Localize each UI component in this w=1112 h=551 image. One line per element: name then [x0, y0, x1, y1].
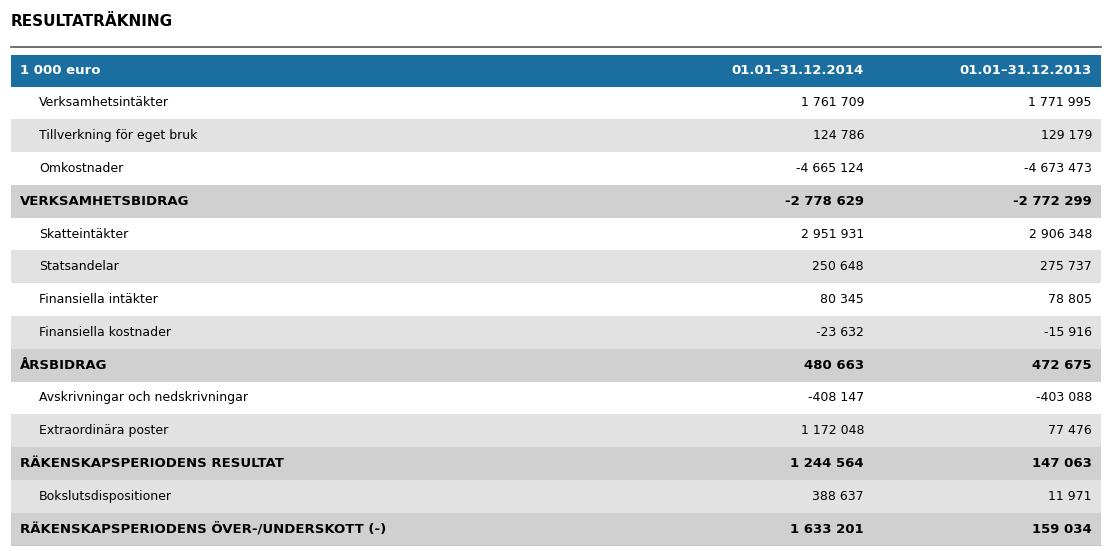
Text: 124 786: 124 786 — [813, 129, 864, 142]
Text: 275 737: 275 737 — [1040, 260, 1092, 273]
Text: 1 244 564: 1 244 564 — [791, 457, 864, 470]
Text: 1 000 euro: 1 000 euro — [20, 64, 100, 77]
FancyBboxPatch shape — [11, 218, 1101, 250]
Text: -23 632: -23 632 — [816, 326, 864, 339]
FancyBboxPatch shape — [11, 120, 1101, 152]
Text: 472 675: 472 675 — [1032, 359, 1092, 372]
Text: -4 673 473: -4 673 473 — [1024, 162, 1092, 175]
Text: Tillverkning för eget bruk: Tillverkning för eget bruk — [39, 129, 197, 142]
Text: 77 476: 77 476 — [1049, 424, 1092, 437]
FancyBboxPatch shape — [11, 55, 1101, 87]
Text: 01.01–31.12.2013: 01.01–31.12.2013 — [960, 64, 1092, 77]
FancyBboxPatch shape — [11, 185, 1101, 218]
Text: Skatteintäkter: Skatteintäkter — [39, 228, 128, 241]
Text: -403 088: -403 088 — [1035, 391, 1092, 404]
Text: RÄKENSKAPSPERIODENS ÖVER-/UNDERSKOTT (-): RÄKENSKAPSPERIODENS ÖVER-/UNDERSKOTT (-) — [20, 522, 386, 536]
FancyBboxPatch shape — [11, 152, 1101, 185]
Text: -2 778 629: -2 778 629 — [785, 195, 864, 208]
FancyBboxPatch shape — [11, 447, 1101, 480]
Text: 1 633 201: 1 633 201 — [791, 522, 864, 536]
Text: -408 147: -408 147 — [808, 391, 864, 404]
Text: ÅRSBIDRAG: ÅRSBIDRAG — [20, 359, 108, 372]
Text: Statsandelar: Statsandelar — [39, 260, 119, 273]
Text: Extraordinära poster: Extraordinära poster — [39, 424, 168, 437]
Text: Finansiella intäkter: Finansiella intäkter — [39, 293, 158, 306]
Text: 250 648: 250 648 — [813, 260, 864, 273]
Text: 1 172 048: 1 172 048 — [801, 424, 864, 437]
FancyBboxPatch shape — [11, 512, 1101, 545]
Text: -15 916: -15 916 — [1044, 326, 1092, 339]
Text: 129 179: 129 179 — [1041, 129, 1092, 142]
Text: 80 345: 80 345 — [821, 293, 864, 306]
FancyBboxPatch shape — [11, 349, 1101, 381]
Text: 159 034: 159 034 — [1032, 522, 1092, 536]
Text: 2 951 931: 2 951 931 — [801, 228, 864, 241]
Text: 480 663: 480 663 — [804, 359, 864, 372]
Text: -2 772 299: -2 772 299 — [1013, 195, 1092, 208]
Text: 1 771 995: 1 771 995 — [1029, 96, 1092, 110]
FancyBboxPatch shape — [11, 414, 1101, 447]
Text: RÄKENSKAPSPERIODENS RESULTAT: RÄKENSKAPSPERIODENS RESULTAT — [20, 457, 284, 470]
Text: 147 063: 147 063 — [1032, 457, 1092, 470]
Text: -4 665 124: -4 665 124 — [796, 162, 864, 175]
Text: RESULTATRÄKNING: RESULTATRÄKNING — [11, 14, 173, 29]
FancyBboxPatch shape — [11, 480, 1101, 512]
FancyBboxPatch shape — [11, 316, 1101, 349]
Text: Avskrivningar och nedskrivningar: Avskrivningar och nedskrivningar — [39, 391, 248, 404]
Text: Omkostnader: Omkostnader — [39, 162, 123, 175]
FancyBboxPatch shape — [11, 250, 1101, 283]
FancyBboxPatch shape — [11, 283, 1101, 316]
Text: Finansiella kostnader: Finansiella kostnader — [39, 326, 171, 339]
Text: 388 637: 388 637 — [813, 490, 864, 503]
Text: 1 761 709: 1 761 709 — [801, 96, 864, 110]
Text: 78 805: 78 805 — [1048, 293, 1092, 306]
FancyBboxPatch shape — [11, 87, 1101, 120]
Text: 2 906 348: 2 906 348 — [1029, 228, 1092, 241]
Text: VERKSAMHETSBIDRAG: VERKSAMHETSBIDRAG — [20, 195, 189, 208]
Text: Bokslutsdispositioner: Bokslutsdispositioner — [39, 490, 172, 503]
Text: 11 971: 11 971 — [1049, 490, 1092, 503]
Text: 01.01–31.12.2014: 01.01–31.12.2014 — [732, 64, 864, 77]
Text: Verksamhetsintäkter: Verksamhetsintäkter — [39, 96, 169, 110]
FancyBboxPatch shape — [11, 381, 1101, 414]
